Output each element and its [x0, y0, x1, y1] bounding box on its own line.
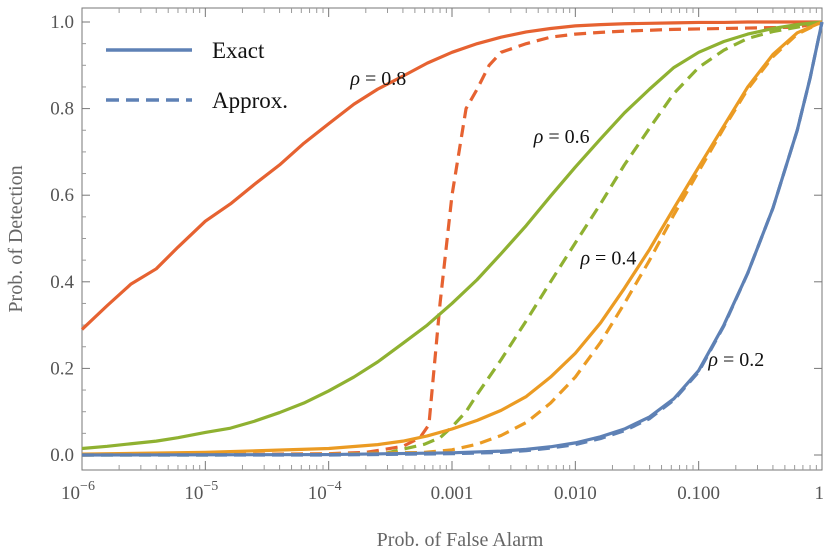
- x-tick-label: 0.001: [431, 483, 474, 504]
- series-line-0-2-approx: [82, 21, 824, 457]
- x-tick-base: 10: [308, 483, 327, 504]
- legend-label: Approx.: [212, 88, 288, 113]
- rho-value: = 0.8: [360, 68, 406, 90]
- series-line-0-4-exact: [81, 20, 823, 456]
- rho-value: = 0.4: [590, 247, 636, 269]
- rho-value: = 0.2: [718, 349, 764, 371]
- legend: Exact Approx.: [106, 38, 288, 113]
- x-tick-label: 10−6: [61, 479, 95, 504]
- rho-symbol: ρ: [533, 126, 544, 148]
- x-tick-label: 10−4: [308, 479, 342, 504]
- x-tick-label: 10−5: [184, 479, 218, 504]
- y-tick-label: 0.4: [50, 272, 74, 293]
- y-axis-ticks: 0.0 0.2 0.4 0.6 0.8 1.0: [50, 12, 822, 466]
- x-tick-base: 10: [61, 483, 80, 504]
- rho-symbol: ρ: [707, 349, 718, 371]
- series-layer: [80, 20, 824, 457]
- x-tick-label: 0.100: [677, 483, 720, 504]
- rho-annotation: ρ = 0.2: [707, 349, 764, 371]
- plot-frame: [81, 7, 823, 471]
- x-tick-label: 0.010: [554, 483, 597, 504]
- series-line-0-8-exact: [80, 20, 822, 331]
- y-tick-label: 0.2: [50, 358, 74, 379]
- plot-border: [81, 7, 823, 471]
- x-tick-base: 10: [184, 483, 203, 504]
- y-tick-label: 0.8: [50, 99, 74, 120]
- rho-annotation: ρ = 0.6: [533, 126, 590, 148]
- y-axis-title: Prob. of Detection: [5, 165, 27, 312]
- series-line-0-2-exact: [81, 21, 824, 457]
- y-tick-label: 1.0: [50, 12, 74, 33]
- rho-value: = 0.6: [543, 126, 589, 148]
- annotation-layer: ρ = 0.8ρ = 0.6ρ = 0.4ρ = 0.2: [349, 68, 764, 371]
- y-tick-label: 0.6: [50, 185, 74, 206]
- series-line-0-8-approx: [81, 20, 823, 457]
- series-line-0-6-approx: [82, 20, 823, 457]
- x-tick-exponent: −5: [203, 479, 218, 494]
- y-tick-label: 0.0: [50, 445, 74, 466]
- series-line-0-4-approx: [81, 20, 823, 457]
- x-axis-title: Prob. of False Alarm: [377, 529, 544, 551]
- rho-annotation: ρ = 0.4: [579, 247, 636, 269]
- legend-label: Exact: [212, 38, 265, 63]
- x-axis-ticks: 10−6 10−5 10−4 0.001 0.010 0.100 1: [61, 8, 824, 504]
- rho-symbol: ρ: [579, 247, 590, 269]
- series-line-0-6-exact: [81, 20, 823, 451]
- rho-annotation: ρ = 0.8: [349, 68, 406, 90]
- rho-symbol: ρ: [349, 68, 360, 90]
- x-tick-exponent: −4: [327, 479, 342, 494]
- x-tick-exponent: −6: [80, 479, 95, 494]
- x-tick-label: 1: [815, 483, 825, 504]
